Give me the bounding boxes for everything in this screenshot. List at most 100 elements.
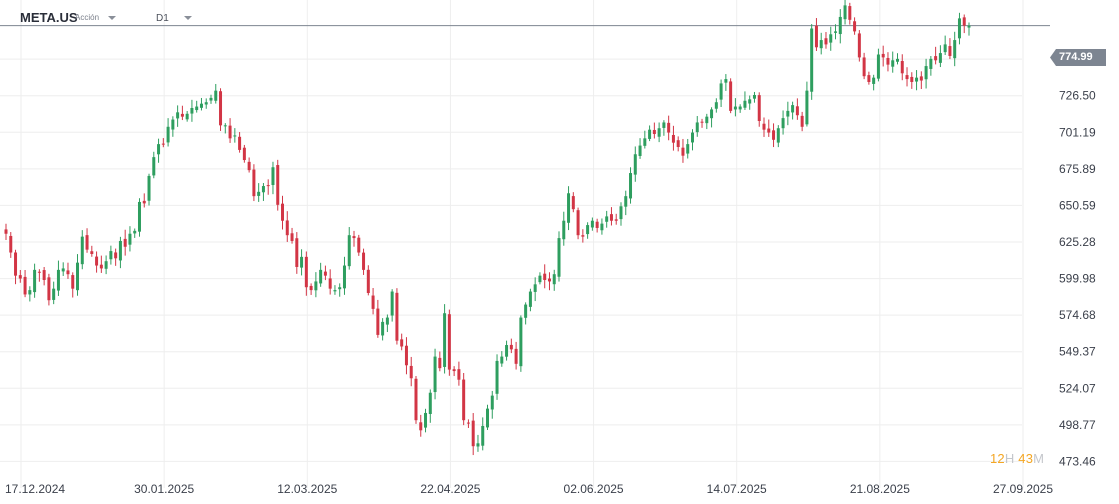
candle	[953, 31, 957, 67]
candle	[33, 263, 37, 298]
candle-body	[438, 357, 442, 369]
candle-body	[466, 422, 470, 424]
candle	[538, 272, 542, 285]
candle	[190, 99, 194, 122]
candle-body	[357, 237, 361, 253]
candle	[681, 138, 685, 163]
candle	[319, 262, 323, 287]
candle-body	[533, 284, 537, 292]
candle	[4, 223, 8, 240]
chart-header: META.US Acción D1	[0, 0, 1119, 36]
candle-body	[690, 132, 694, 143]
candle-body	[600, 223, 604, 231]
candle	[547, 272, 551, 291]
candle	[357, 234, 361, 256]
candle-body	[457, 369, 461, 380]
candle	[862, 52, 866, 80]
candle-body	[786, 110, 790, 117]
candle-body	[543, 273, 547, 280]
candle-body	[872, 77, 876, 84]
symbol-dropdown-caret-icon[interactable]	[108, 16, 116, 20]
candle-body	[304, 256, 308, 288]
candle-body	[104, 261, 108, 269]
candle	[114, 248, 118, 266]
time-axis[interactable]: 17.12.2024 30.01.2025 12.03.2025 22.04.2025…	[5, 482, 1053, 496]
candle-body	[214, 90, 218, 101]
y-tick-label: 498.77	[1059, 418, 1096, 432]
candle-body	[128, 233, 132, 245]
candle	[843, 0, 847, 25]
candle-body	[319, 269, 323, 284]
candle	[938, 45, 942, 68]
candle-body	[772, 130, 776, 140]
candle	[400, 333, 404, 351]
candle-body	[61, 268, 65, 272]
candle-body	[657, 128, 661, 137]
candle-body	[238, 136, 242, 150]
candle-body	[14, 252, 18, 276]
candle-body	[56, 269, 60, 291]
candle	[543, 264, 547, 289]
candle-body	[614, 219, 618, 221]
candle-body	[729, 81, 733, 111]
candle	[333, 285, 337, 295]
candle-body	[390, 291, 394, 316]
candle-body	[52, 288, 56, 300]
candle	[276, 159, 280, 211]
candle	[271, 161, 275, 195]
candle	[195, 100, 199, 113]
candle-body	[490, 395, 494, 410]
symbol-selector[interactable]: META.US	[20, 10, 78, 25]
candle-body	[428, 392, 432, 414]
candle	[710, 107, 714, 128]
candle-body	[395, 292, 399, 341]
candle	[595, 218, 599, 233]
candle	[261, 183, 265, 201]
timeframe-dropdown-caret-icon[interactable]	[184, 16, 192, 20]
price-axis[interactable]: 473.46 498.77 524.07 549.37 574.68 599.98 625.…	[1059, 52, 1096, 468]
candle	[457, 361, 461, 386]
candle	[652, 122, 656, 139]
candle	[56, 260, 60, 296]
candle	[109, 245, 113, 265]
candle	[428, 389, 432, 423]
candle	[390, 289, 394, 322]
y-tick-label: 473.46	[1059, 454, 1096, 468]
candle	[471, 413, 475, 456]
candle-body	[204, 102, 208, 105]
x-tick-label: 27.09.2025	[993, 482, 1053, 496]
candle	[147, 173, 151, 206]
candle-body	[767, 128, 771, 133]
candle-body	[557, 238, 561, 277]
candle-body	[152, 157, 156, 176]
candle-body	[176, 112, 180, 119]
candle	[638, 138, 642, 159]
candle	[490, 390, 494, 419]
candle-body	[447, 314, 451, 370]
candle	[738, 104, 742, 113]
candle-body	[18, 275, 22, 279]
candle	[705, 113, 709, 130]
candle	[719, 79, 723, 108]
timeframe-selector[interactable]: D1	[156, 13, 169, 24]
candle	[128, 226, 132, 252]
candle-body	[652, 129, 656, 135]
candle	[233, 128, 237, 143]
candle-body	[142, 200, 146, 204]
candle	[137, 198, 141, 237]
candle-body	[228, 125, 232, 139]
candle-body	[805, 90, 809, 125]
candle-body	[252, 169, 256, 197]
candle-body	[905, 75, 909, 80]
candle	[505, 340, 509, 361]
candle	[152, 151, 156, 179]
candle	[700, 118, 704, 128]
candle	[600, 218, 604, 235]
candle	[352, 230, 356, 247]
candle-body	[409, 365, 413, 379]
x-tick-label: 12.03.2025	[277, 482, 337, 496]
candle	[219, 88, 223, 131]
candle	[118, 236, 122, 269]
candle	[557, 231, 561, 282]
